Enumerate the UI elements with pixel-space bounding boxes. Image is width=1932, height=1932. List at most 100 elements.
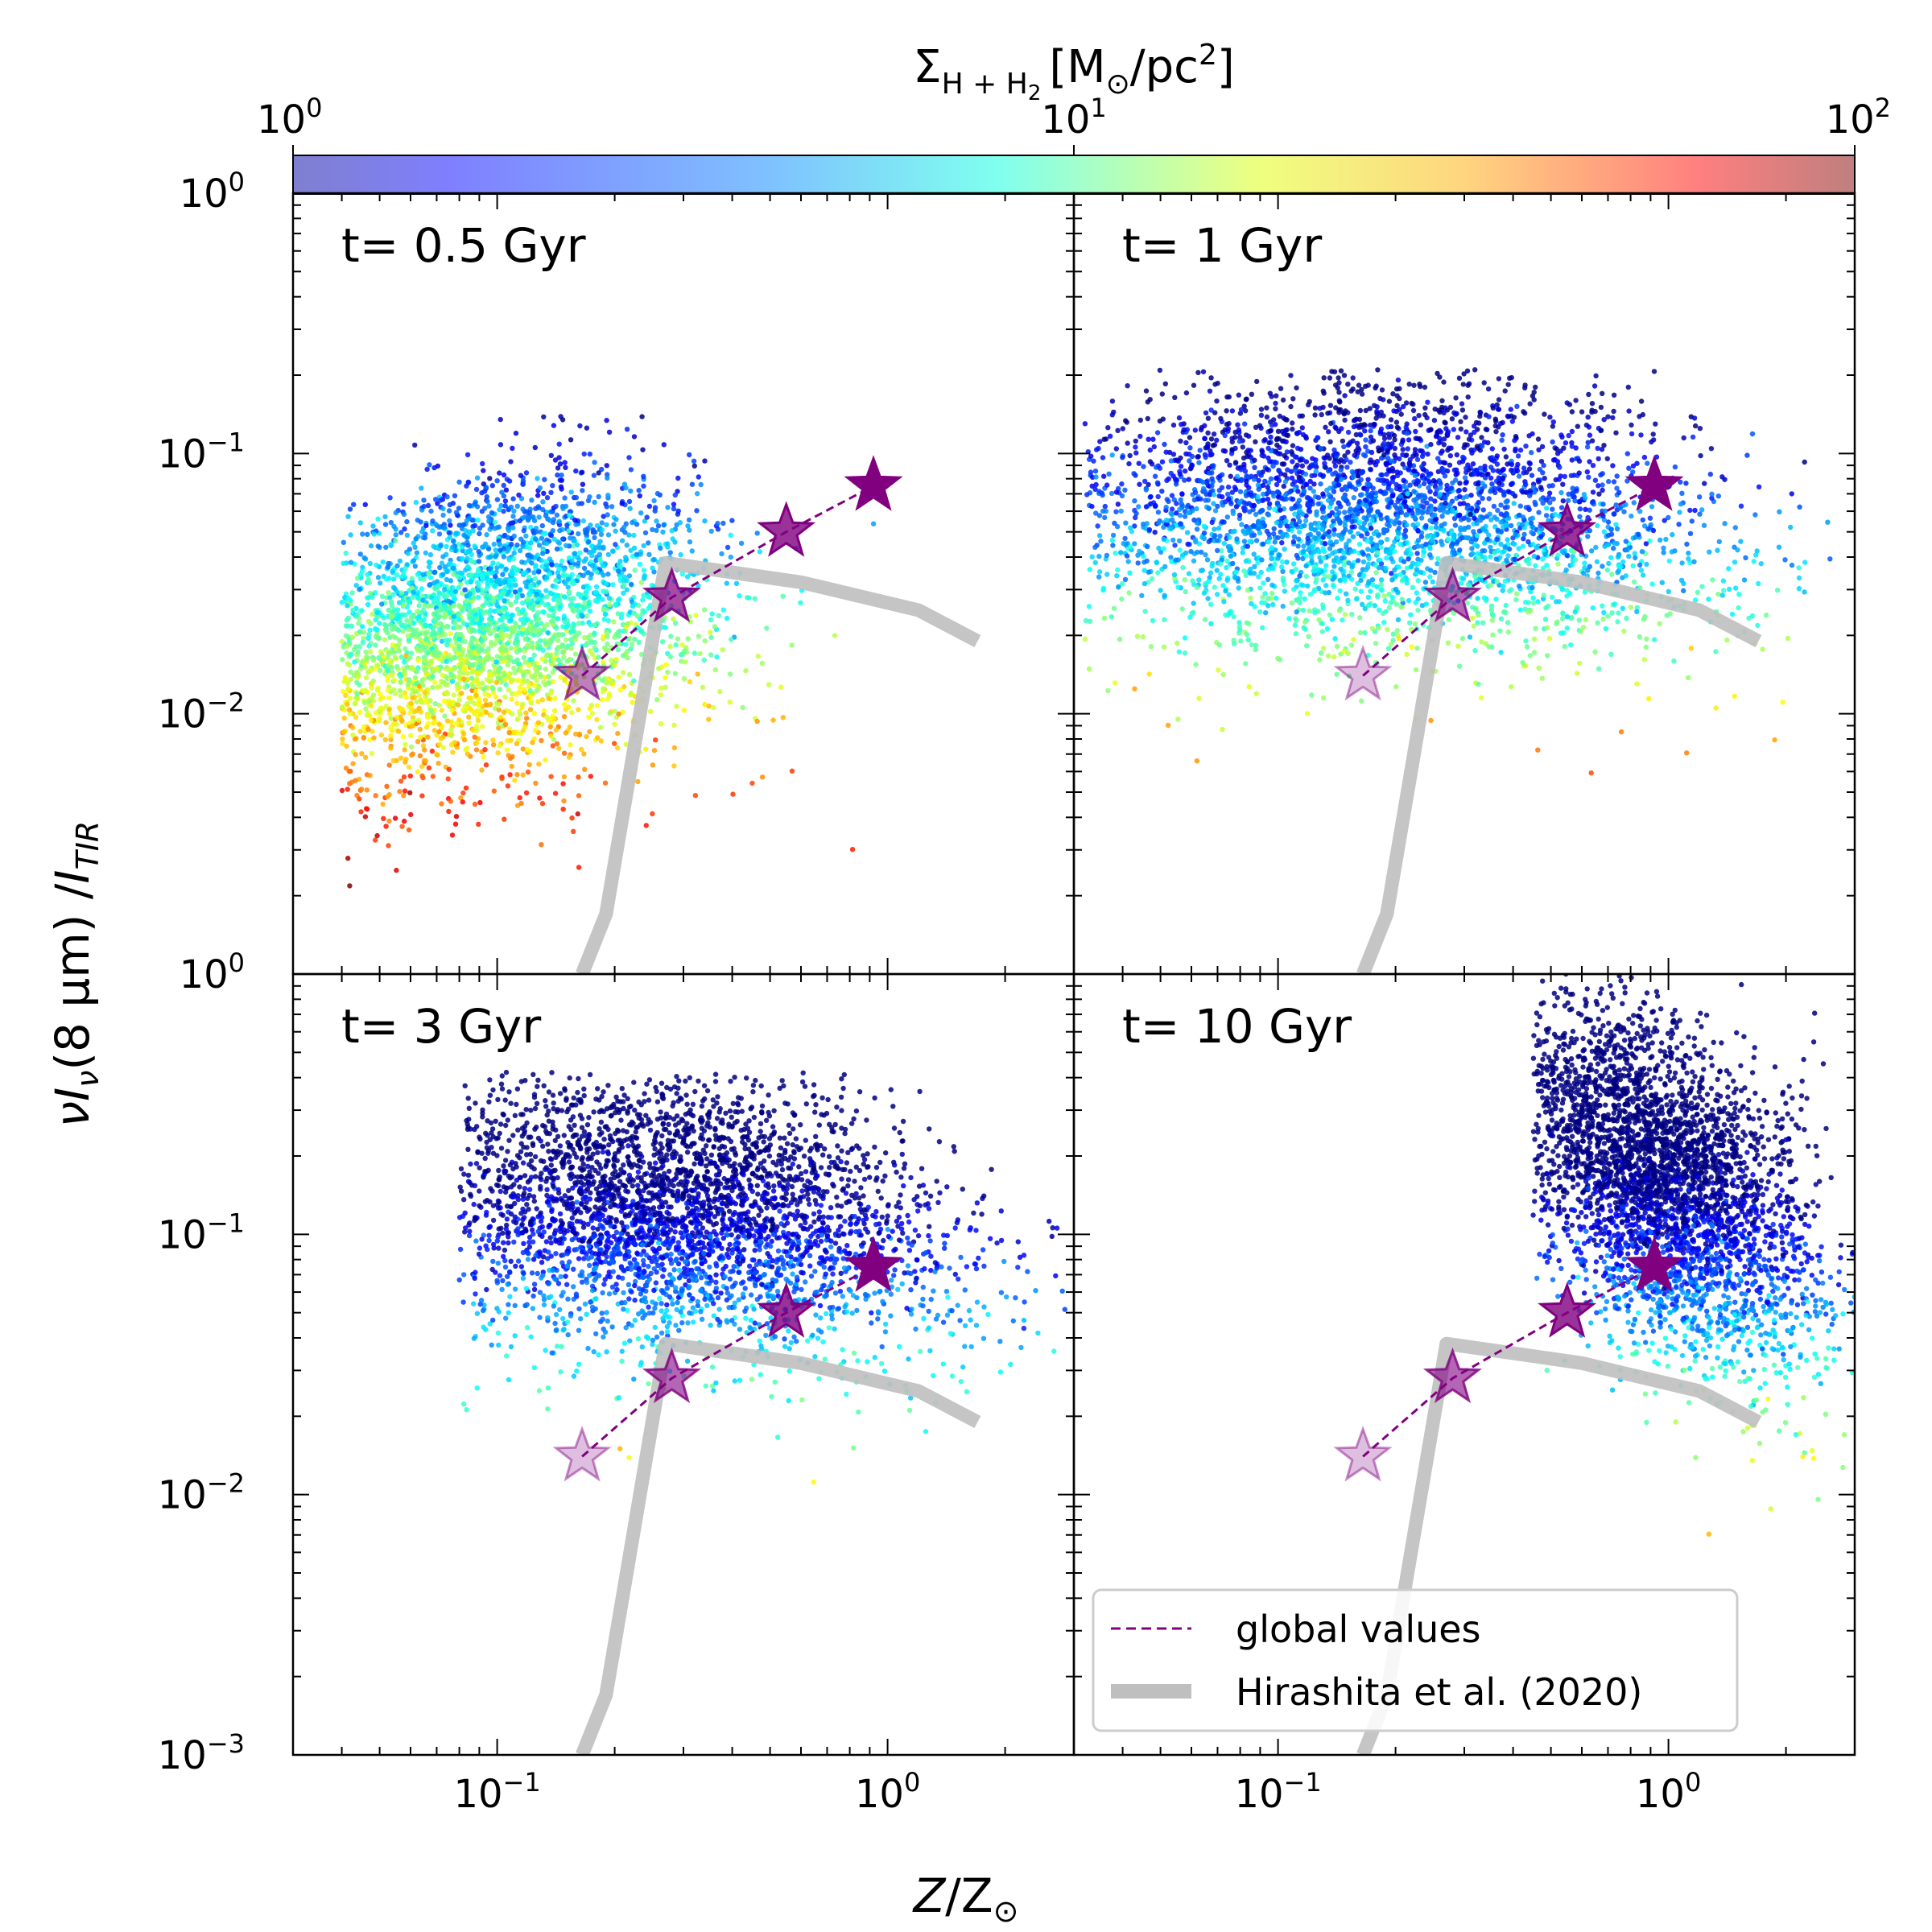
data-point [499,775,505,782]
data-point [534,687,539,694]
data-point [533,554,539,560]
data-point [650,565,655,571]
data-point [1404,651,1410,658]
data-point [615,646,621,653]
data-point [621,583,627,588]
data-point [420,572,426,577]
data-point [658,691,664,698]
data-point [1150,617,1156,624]
data-point [1623,539,1629,544]
data-point [587,609,593,614]
data-point [562,495,568,501]
data-point [1253,439,1258,444]
data-point [422,690,427,696]
data-point [411,589,416,595]
data-point [620,653,626,658]
data-point [680,651,686,657]
data-point [1236,620,1242,625]
data-point [444,494,450,500]
data-point [494,478,500,484]
data-point [559,417,566,423]
data-point [687,527,692,533]
data-point [407,773,413,779]
data-point [1381,620,1387,625]
data-point [514,649,520,655]
data-point [798,600,803,605]
data-point [1604,567,1611,573]
data-point [1266,531,1272,537]
data-point [341,729,347,735]
data-point [558,484,564,489]
data-point [515,678,521,683]
data-point [1598,404,1604,411]
data-point [696,634,702,639]
data-point [543,641,549,646]
data-point [587,729,592,735]
data-point [638,580,645,585]
data-point [503,566,509,572]
data-point [523,790,530,796]
data-point [447,502,453,508]
data-point [604,522,609,528]
data-point [646,551,652,557]
data-point [400,733,407,740]
data-point [540,551,546,556]
data-point [406,677,412,683]
data-point [560,807,566,812]
data-point [569,558,575,564]
data-point [1802,459,1807,465]
data-point [597,545,603,551]
data-point [382,737,388,743]
data-point [730,791,736,797]
data-point [492,584,498,589]
data-point [1133,444,1138,450]
data-point [469,627,475,634]
data-point [529,673,535,679]
data-point [361,700,368,706]
data-point [1558,505,1565,510]
data-point [589,553,595,559]
data-point [379,593,386,600]
data-point [533,506,539,511]
data-point [381,815,386,821]
data-point [510,677,516,683]
data-point [1221,540,1228,547]
data-point [640,597,646,603]
data-point [580,488,585,493]
data-point [1192,489,1199,495]
data-point [508,646,514,651]
data-point [1523,481,1529,488]
data-point [1327,612,1333,618]
data-point [743,668,749,674]
data-point [626,532,632,538]
data-point [1136,504,1141,510]
data-point [1707,471,1713,477]
data-point [479,724,485,729]
data-point [460,790,466,796]
data-point [438,621,444,626]
data-point [1409,644,1414,650]
data-point [555,472,560,478]
data-point [533,780,539,786]
data-point [477,647,483,653]
data-point [553,727,559,733]
data-point [451,603,456,609]
data-point [339,787,345,794]
data-point [483,740,489,745]
data-point [579,612,584,618]
data-point [536,514,542,520]
data-point [1115,567,1121,573]
data-point [1294,385,1299,390]
data-point [496,707,502,713]
data-point [555,465,561,471]
data-point [536,762,542,767]
data-point [1390,631,1397,637]
data-point [586,714,592,720]
data-point [432,569,438,575]
data-point [1338,368,1344,374]
data-point [410,696,415,701]
data-point [1356,541,1363,547]
data-point [367,627,373,633]
data-point [446,808,452,815]
data-point [1142,478,1148,485]
